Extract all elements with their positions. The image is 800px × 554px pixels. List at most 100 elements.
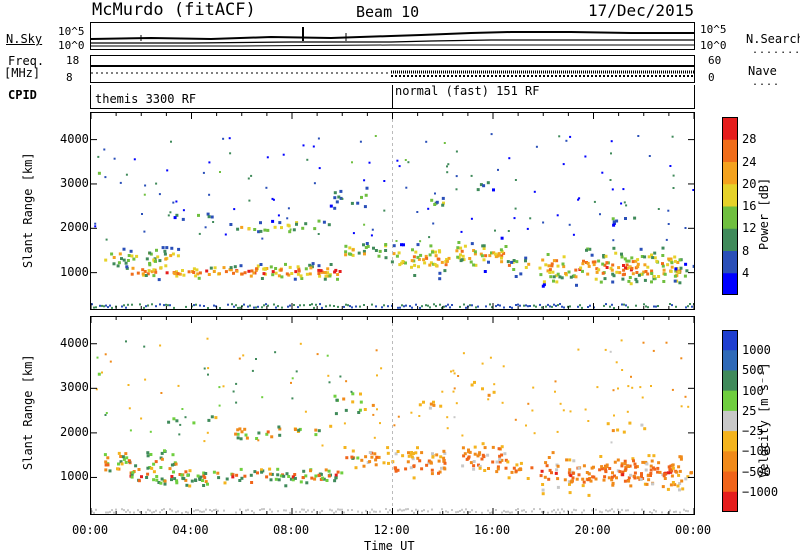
velocity-ytick-label: 1000 (60, 469, 89, 484)
echo-cell (404, 261, 407, 265)
ground-scatter-cell (609, 509, 611, 512)
echo-cell (611, 471, 614, 475)
echo-cell (335, 200, 339, 204)
echo-cell (329, 263, 333, 266)
echo-cell (438, 470, 442, 474)
echo-cell (633, 476, 637, 480)
sparse-cell (443, 142, 446, 144)
echo-cell (600, 465, 604, 469)
echo-cell (229, 266, 233, 270)
ground-scatter-cell (409, 305, 411, 308)
echo-cell (311, 262, 315, 266)
echo-cell (641, 460, 645, 464)
echo-cell (673, 279, 677, 283)
echo-cell (503, 452, 507, 456)
sparse-cell (371, 228, 374, 231)
echo-cell (512, 466, 516, 470)
echo-cell (604, 468, 608, 472)
echo-cell (556, 477, 560, 481)
sparse-cell (514, 179, 517, 181)
echo-cell (282, 474, 286, 478)
sparse-cell (609, 350, 612, 353)
sparse-cell (452, 390, 455, 393)
ground-scatter-cell (333, 511, 335, 514)
ground-scatter-cell (295, 510, 297, 513)
ground-scatter-cell (167, 304, 169, 307)
echo-cell (628, 265, 632, 269)
echo-cell (412, 259, 416, 263)
echo-cell (671, 463, 675, 467)
echo-cell (478, 466, 482, 470)
ground-scatter-cell (533, 508, 535, 511)
cpid-segment-normal: normal (fast) 151 RF (395, 84, 540, 98)
ground-scatter-cell (515, 509, 517, 511)
echo-cell (178, 272, 182, 276)
ground-scatter-cell (451, 304, 453, 306)
ground-scatter-cell (139, 511, 141, 513)
ground-scatter-cell (313, 508, 315, 511)
ground-scatter-cell (289, 304, 291, 307)
echo-cell (467, 455, 471, 459)
echo-cell (625, 259, 629, 263)
ground-scatter-cell (111, 509, 113, 512)
echo-cell (635, 465, 639, 469)
sparse-cell (232, 390, 235, 393)
sparse-cell (203, 440, 206, 443)
echo-cell (266, 228, 270, 232)
echo-cell (334, 473, 338, 477)
echo-cell (556, 464, 560, 468)
echo-cell (122, 247, 126, 251)
echo-cell (271, 270, 275, 274)
echo-cell (244, 433, 248, 437)
ground-scatter-cell (387, 511, 389, 514)
echo-cell (337, 195, 341, 199)
echo-cell (664, 472, 668, 476)
echo-cell (293, 473, 297, 476)
ground-scatter-cell (399, 306, 401, 309)
echo-cell (594, 277, 598, 281)
ground-scatter-cell (625, 304, 627, 307)
echo-cell (350, 455, 354, 459)
echo-cell (610, 478, 614, 482)
echo-cell (333, 479, 337, 483)
echo-cell (201, 479, 204, 482)
echo-cell (173, 477, 177, 481)
echo-cell (236, 432, 240, 436)
echo-cell (182, 273, 186, 277)
echo-cell (500, 256, 503, 260)
echo-cell (445, 259, 449, 263)
sparse-cell (572, 233, 575, 236)
echo-cell (504, 466, 508, 470)
echo-cell (585, 471, 589, 474)
ground-scatter-cell (249, 304, 251, 307)
echo-cell (290, 272, 294, 275)
echo-cell (333, 206, 337, 210)
echo-cell (563, 478, 567, 482)
echo-cell (434, 250, 437, 254)
echo-cell (643, 482, 647, 486)
echo-cell (390, 260, 394, 264)
echo-cell (669, 269, 673, 273)
echo-cell (498, 460, 502, 464)
echo-cell (268, 467, 272, 471)
echo-cell (169, 254, 173, 258)
echo-cell (214, 416, 218, 420)
sparse-cell (462, 352, 465, 355)
echo-cell (601, 262, 605, 266)
echo-cell (344, 408, 348, 412)
ground-scatter-cell (129, 511, 131, 514)
echo-cell (240, 272, 244, 276)
ground-scatter-cell (185, 305, 187, 308)
sparse-cell (251, 369, 254, 372)
sparse-cell (178, 433, 181, 436)
echo-cell (432, 403, 436, 407)
ground-scatter-cell (621, 303, 623, 306)
echo-cell (125, 266, 129, 270)
echo-cell (456, 255, 460, 259)
echo-cell (345, 456, 349, 460)
ground-scatter-cell (543, 510, 545, 513)
ground-scatter-cell (685, 509, 687, 512)
sparse-cell (202, 171, 205, 174)
sparse-cell (455, 150, 458, 153)
echo-cell (293, 277, 297, 281)
